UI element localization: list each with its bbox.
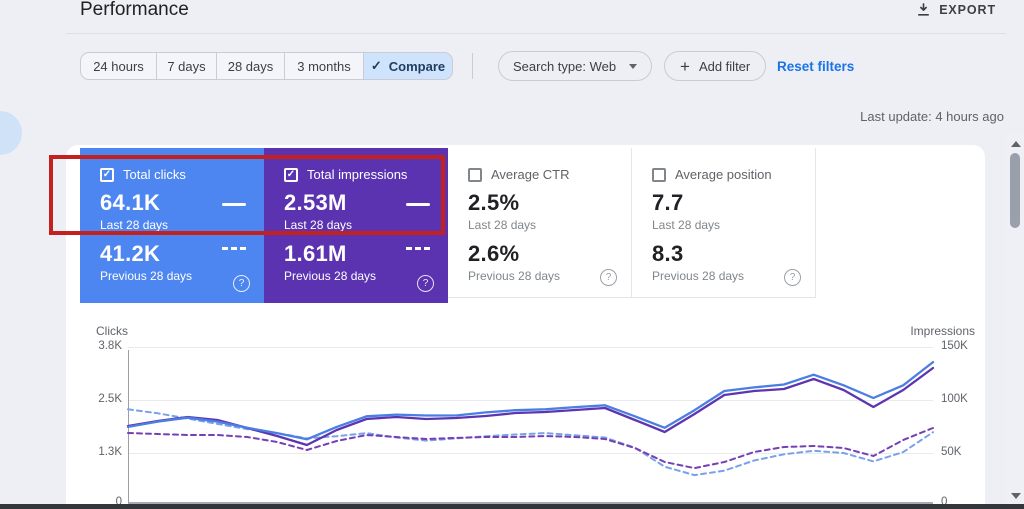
card-total-clicks[interactable]: ✓ Total clicks 64.1K Last 28 days 41.2K … — [80, 148, 264, 303]
export-button[interactable]: EXPORT — [910, 1, 1002, 18]
left-axis-tick: 3.8K — [98, 340, 122, 352]
plus-icon: + — [680, 56, 690, 76]
scrollbar-up-arrow-icon[interactable] — [1011, 141, 1021, 147]
card-current-value: 2.53M — [284, 190, 347, 215]
card-current-value: 64.1K — [100, 190, 161, 215]
card-label: Average CTR — [491, 167, 570, 182]
right-axis-tick: 0 — [941, 496, 948, 508]
add-filter-label: Add filter — [698, 58, 751, 74]
last-update-text: Last update: 4 hours ago — [860, 109, 1004, 124]
card-label: Average position — [675, 167, 772, 182]
compare-tab-active[interactable]: ✓ Compare — [363, 52, 453, 80]
card-previous-value: 8.3 — [652, 241, 684, 266]
solid-line-legend-icon — [222, 203, 246, 206]
card-previous-value: 41.2K — [100, 241, 161, 266]
date-range-segmented-control: 24 hours 7 days 28 days 3 months ✓ Compa… — [80, 52, 453, 80]
search-type-label: Search type: Web — [513, 58, 617, 74]
checkbox-unchecked-icon[interactable] — [468, 167, 482, 182]
export-label: EXPORT — [939, 2, 996, 17]
scrollbar-down-arrow-icon[interactable] — [1011, 493, 1021, 499]
card-previous-value: 2.6% — [468, 241, 520, 266]
download-icon — [916, 2, 931, 17]
card-label: Total clicks — [123, 167, 186, 182]
card-current-caption: Last 28 days — [284, 218, 353, 232]
clicks-axis-title: Clicks — [96, 324, 128, 338]
card-current-value: 7.7 — [652, 190, 684, 215]
dashed-line-legend-icon — [222, 247, 246, 250]
card-total-impressions[interactable]: ✓ Total impressions 2.53M Last 28 days 1… — [264, 148, 448, 303]
window-bottom-edge — [0, 504, 1024, 509]
card-previous-caption: Previous 28 days — [100, 269, 193, 283]
toolbar-divider — [472, 53, 473, 79]
card-average-position[interactable]: Average position 7.7 Last 28 days 8.3 Pr… — [632, 148, 816, 298]
impressions-axis-title: Impressions — [910, 324, 975, 338]
page-title: Performance — [80, 0, 189, 20]
help-icon[interactable]: ? — [784, 269, 801, 286]
solid-line-legend-icon — [406, 203, 430, 206]
range-28-days-button[interactable]: 28 days — [216, 52, 285, 80]
search-type-dropdown[interactable]: Search type: Web — [498, 51, 652, 81]
card-current-caption: Last 28 days — [652, 218, 721, 232]
left-axis-tick: 0 — [115, 496, 122, 508]
help-icon[interactable]: ? — [600, 269, 617, 286]
left-axis-tick: 2.5K — [98, 393, 122, 405]
vertical-scrollbar-thumb[interactable] — [1010, 153, 1020, 228]
help-icon[interactable]: ? — [417, 275, 434, 292]
right-axis-tick: 100K — [941, 393, 968, 405]
card-previous-caption: Previous 28 days — [468, 269, 561, 283]
range-3-months-button[interactable]: 3 months — [284, 52, 364, 80]
card-label: Total impressions — [307, 167, 408, 182]
reset-filters-link[interactable]: Reset filters — [777, 59, 855, 74]
range-24-hours-button[interactable]: 24 hours — [80, 52, 157, 80]
left-axis-tick: 1.3K — [98, 446, 122, 458]
dashed-line-legend-icon — [406, 247, 430, 250]
checkbox-checked-icon[interactable]: ✓ — [284, 167, 298, 182]
card-previous-caption: Previous 28 days — [284, 269, 377, 283]
add-filter-button[interactable]: + Add filter — [664, 51, 767, 81]
range-7-days-button[interactable]: 7 days — [156, 52, 217, 80]
header-divider — [66, 33, 1006, 34]
checkbox-checked-icon[interactable]: ✓ — [100, 167, 114, 182]
compare-label: Compare — [388, 58, 446, 74]
chevron-down-icon — [629, 63, 637, 69]
performance-line-chart — [126, 347, 935, 504]
right-axis-tick: 150K — [941, 340, 968, 352]
decorative-circle — [0, 111, 22, 155]
card-current-value: 2.5% — [468, 190, 520, 215]
card-previous-caption: Previous 28 days — [652, 269, 745, 283]
right-axis-tick: 50K — [941, 446, 962, 458]
checkbox-unchecked-icon[interactable] — [652, 167, 666, 182]
card-current-caption: Last 28 days — [468, 218, 537, 232]
check-icon: ✓ — [370, 58, 382, 73]
card-average-ctr[interactable]: Average CTR 2.5% Last 28 days 2.6% Previ… — [448, 148, 632, 298]
help-icon[interactable]: ? — [233, 275, 250, 292]
card-current-caption: Last 28 days — [100, 218, 169, 232]
card-previous-value: 1.61M — [284, 241, 347, 266]
